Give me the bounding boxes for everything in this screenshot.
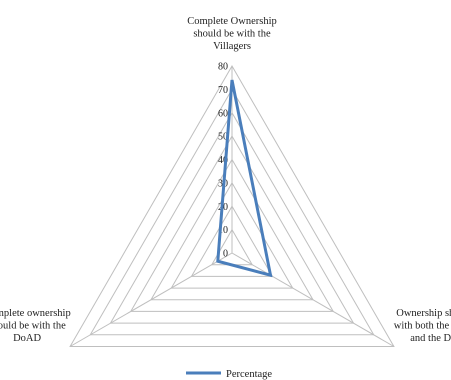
tick-label: 70 (218, 85, 228, 96)
series-line (216, 79, 273, 278)
grid-ring (89, 88, 375, 336)
tick-label: 80 (218, 62, 228, 73)
tick-label: 50 (218, 132, 228, 143)
grid-ring (109, 111, 355, 324)
tick-label: 10 (218, 225, 228, 236)
tick-label: 40 (218, 155, 228, 166)
axis-spoke (69, 252, 233, 347)
grid-ring (69, 64, 395, 347)
grid-ring (150, 158, 314, 301)
category-label: Complete Ownership should be with the Vill… (187, 16, 277, 52)
category-labels: Complete Ownership should be with the Vill… (0, 16, 451, 344)
tick-label: 60 (218, 108, 228, 119)
legend-label: Percentage (226, 369, 272, 380)
grid-ring (190, 205, 274, 277)
axis-spoke (231, 252, 395, 347)
data-series (216, 79, 273, 278)
tick-label: 0 (223, 249, 228, 260)
legend: Percentage (186, 369, 272, 380)
radar-axes (69, 66, 395, 347)
grid-ring (129, 135, 335, 312)
